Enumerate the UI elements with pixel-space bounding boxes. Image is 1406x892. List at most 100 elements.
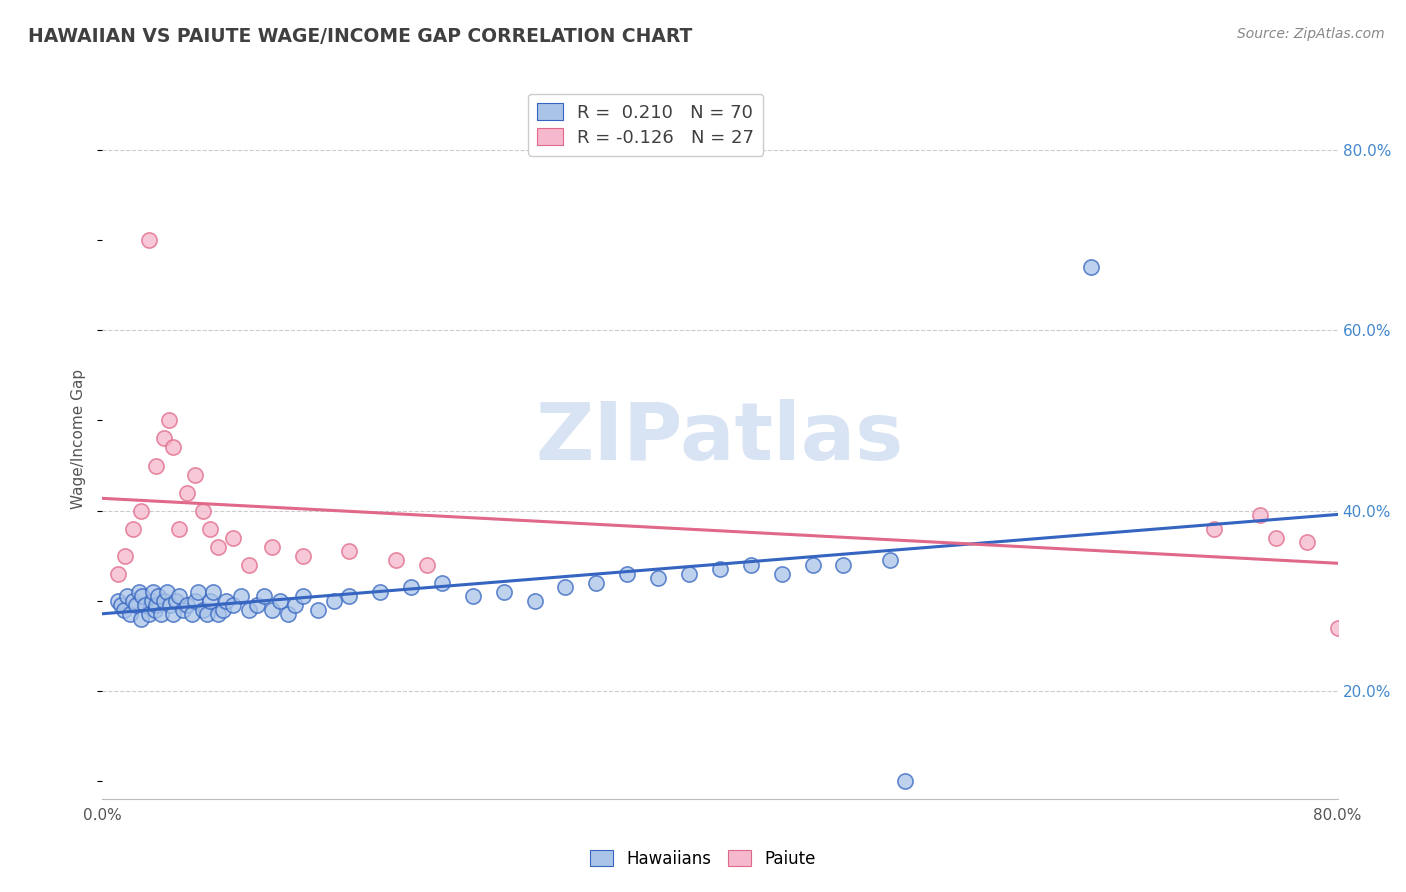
Point [134, 599, 156, 613]
Point [430, 575, 453, 590]
Point [269, 594, 291, 608]
Point [215, 594, 238, 608]
Point [172, 603, 194, 617]
Point [678, 566, 700, 581]
Point [180, 607, 202, 622]
Point [585, 575, 607, 590]
Point [129, 612, 152, 626]
Point [153, 432, 176, 446]
Point [162, 607, 184, 622]
Point [461, 590, 484, 604]
Text: HAWAIIAN VS PAIUTE WAGE/INCOME GAP CORRELATION CHART: HAWAIIAN VS PAIUTE WAGE/INCOME GAP CORRE… [28, 27, 693, 45]
Text: Source: ZipAtlas.com: Source: ZipAtlas.com [1237, 27, 1385, 41]
Point [165, 594, 187, 608]
Point [262, 540, 284, 554]
Point [191, 503, 214, 517]
Point [894, 774, 917, 789]
Point [262, 603, 284, 617]
Point [195, 607, 218, 622]
Point [122, 522, 145, 536]
Point [169, 522, 191, 536]
Point [207, 540, 229, 554]
Point [187, 585, 209, 599]
Point [169, 590, 191, 604]
Point [149, 607, 172, 622]
Point [709, 562, 731, 576]
Point [200, 594, 222, 608]
Point [145, 599, 167, 613]
Point [200, 522, 222, 536]
Point [276, 607, 298, 622]
Point [415, 558, 437, 572]
Point [879, 553, 901, 567]
Point [184, 594, 207, 608]
Point [1204, 522, 1226, 536]
Point [118, 607, 141, 622]
Point [143, 603, 166, 617]
Point [146, 590, 169, 604]
Point [384, 553, 406, 567]
Point [191, 603, 214, 617]
Point [832, 558, 855, 572]
Point [337, 590, 360, 604]
Y-axis label: Wage/Income Gap: Wage/Income Gap [72, 368, 86, 508]
Point [115, 590, 138, 604]
Point [125, 599, 148, 613]
Point [222, 599, 245, 613]
Point [1326, 621, 1348, 635]
Point [184, 467, 207, 482]
Point [770, 566, 793, 581]
Point [337, 544, 360, 558]
Point [138, 233, 160, 247]
Point [492, 585, 515, 599]
Point [307, 603, 329, 617]
Point [157, 413, 180, 427]
Point [202, 585, 225, 599]
Text: ZIPatlas: ZIPatlas [536, 400, 904, 477]
Point [207, 607, 229, 622]
Point [131, 590, 153, 604]
Point [523, 594, 546, 608]
Point [740, 558, 762, 572]
Point [291, 590, 314, 604]
Point [253, 590, 276, 604]
Point [107, 566, 129, 581]
Point [176, 485, 198, 500]
Point [145, 458, 167, 473]
Point [647, 571, 669, 585]
Point [1264, 531, 1286, 545]
Point [291, 549, 314, 563]
Point [399, 580, 422, 594]
Point [162, 441, 184, 455]
Point [141, 594, 163, 608]
Point [107, 594, 129, 608]
Point [554, 580, 576, 594]
Point [238, 558, 260, 572]
Point [112, 603, 135, 617]
Point [129, 503, 152, 517]
Point [122, 594, 145, 608]
Point [246, 599, 269, 613]
Point [368, 585, 391, 599]
Legend: Hawaiians, Paiute: Hawaiians, Paiute [583, 844, 823, 875]
Point [322, 594, 344, 608]
Point [238, 603, 260, 617]
Point [231, 590, 253, 604]
Point [211, 603, 233, 617]
Point [128, 585, 150, 599]
Point [156, 585, 179, 599]
Point [110, 599, 132, 613]
Point [222, 531, 245, 545]
Point [159, 599, 181, 613]
Point [1080, 260, 1102, 274]
Point [176, 599, 198, 613]
Point [801, 558, 824, 572]
Point [153, 594, 176, 608]
Legend: R =  0.210   N = 70, R = -0.126   N = 27: R = 0.210 N = 70, R = -0.126 N = 27 [529, 94, 763, 156]
Point [616, 566, 638, 581]
Point [1249, 508, 1271, 523]
Point [114, 549, 136, 563]
Point [142, 585, 165, 599]
Point [1295, 535, 1317, 549]
Point [284, 599, 307, 613]
